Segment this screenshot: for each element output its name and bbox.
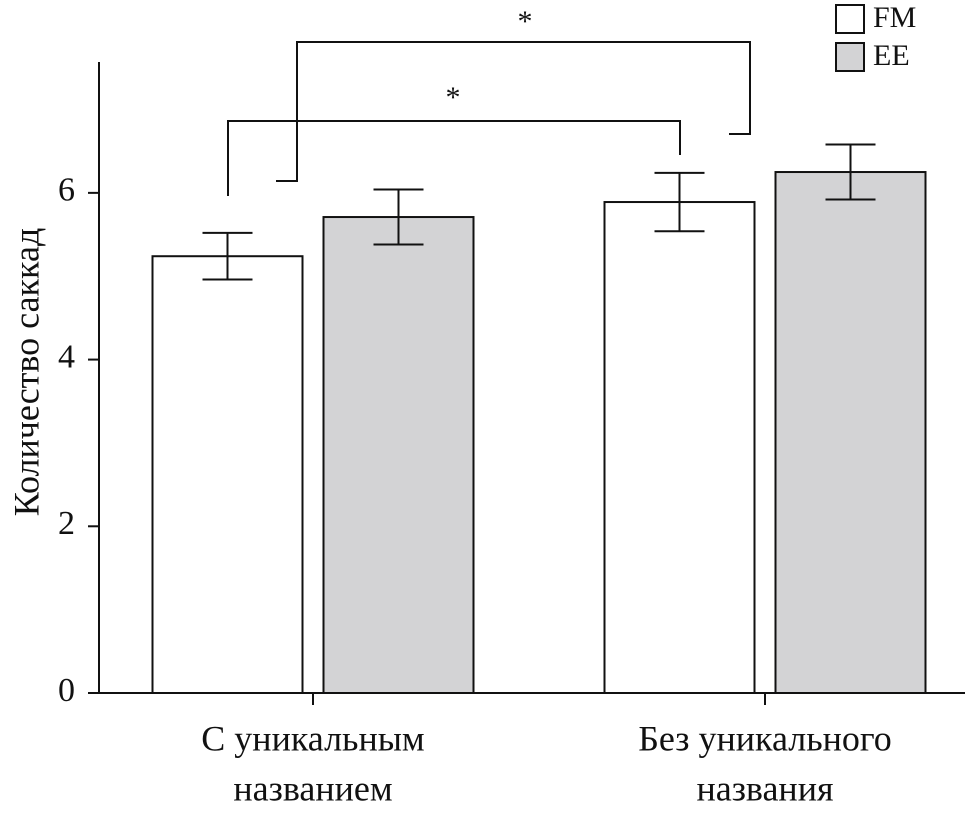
significance-label: *	[518, 5, 533, 38]
y-tick-label: 6	[58, 172, 75, 209]
bar	[322, 216, 475, 694]
bar	[603, 201, 756, 694]
legend-label: FM	[873, 1, 916, 34]
error-bar	[373, 188, 424, 246]
legend-swatch	[835, 4, 865, 34]
significance-bracket	[276, 41, 751, 182]
significance-label: *	[446, 81, 461, 114]
x-tick-label: Без уникального	[638, 718, 892, 758]
y-tick-label: 4	[58, 338, 75, 375]
y-axis-label: Количество саккад	[6, 228, 46, 517]
y-tick-label: 0	[58, 672, 75, 709]
x-tick-label: С уникальным	[201, 718, 424, 758]
error-bar	[202, 231, 253, 281]
error-bar	[654, 171, 705, 233]
significance-bracket	[227, 120, 681, 196]
x-tick-label: названия	[696, 768, 833, 808]
error-bar	[825, 143, 876, 201]
bar	[774, 171, 927, 695]
legend-label: EE	[873, 39, 910, 72]
legend-swatch	[835, 42, 865, 72]
x-tick-label: названием	[233, 768, 392, 808]
bar	[151, 255, 304, 694]
y-tick-label: 2	[58, 505, 75, 542]
